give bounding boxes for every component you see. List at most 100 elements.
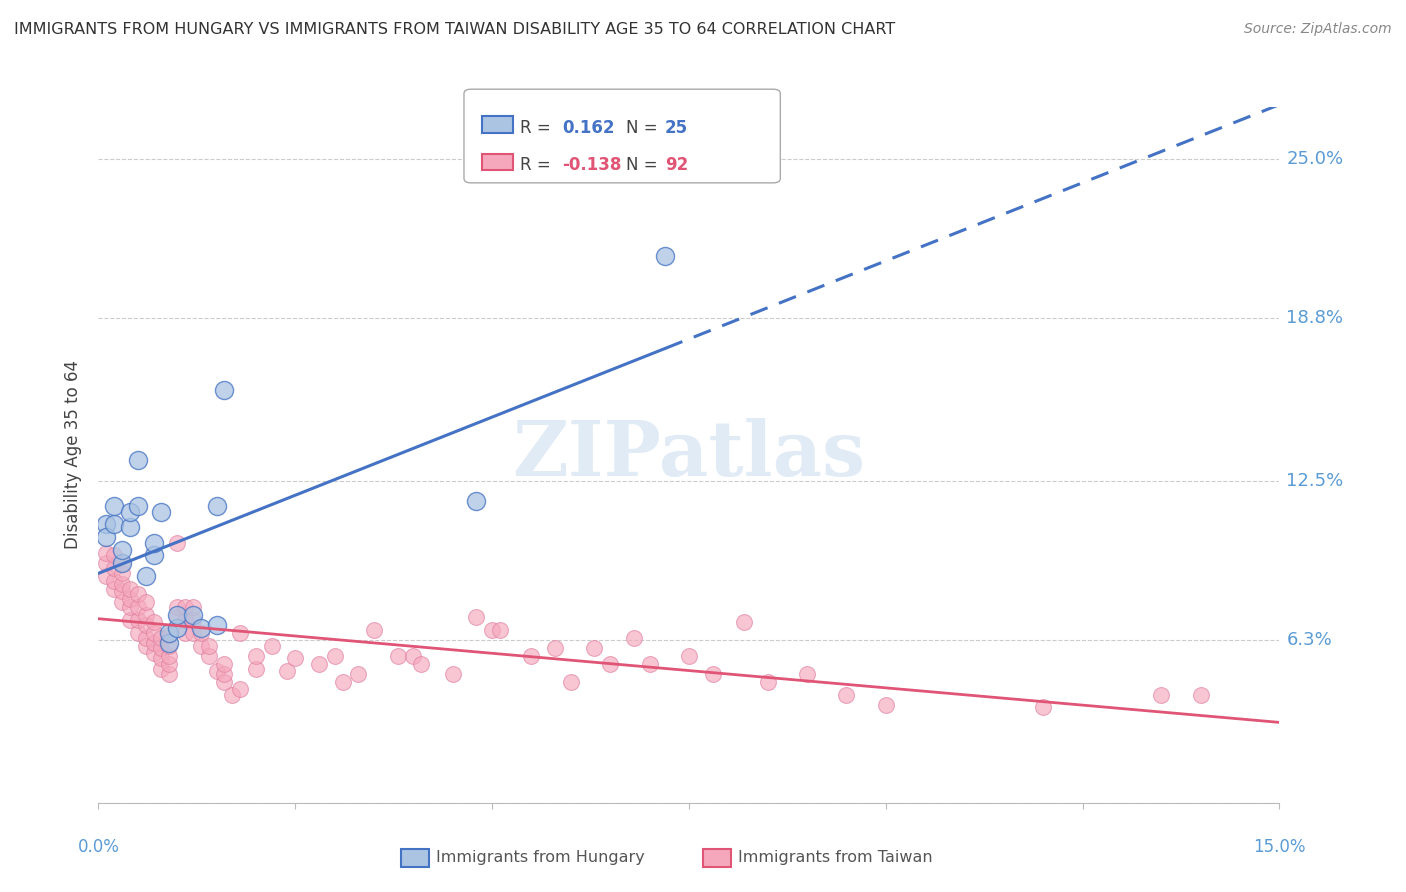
Point [197,648,219,663]
Point [363,623,385,637]
Point [103,517,125,532]
Point [205,618,228,632]
Point [96,546,118,560]
Point [142,549,165,563]
Point [174,625,197,640]
Text: 0.0%: 0.0% [77,838,120,856]
Point [118,520,141,534]
Point [733,615,755,630]
Point [796,667,818,681]
Text: 25.0%: 25.0% [1286,150,1344,168]
Point [347,667,370,681]
Point [583,641,606,656]
Point [127,453,149,467]
Point [111,566,134,581]
Point [441,667,464,681]
Point [181,599,204,614]
Point [481,623,503,637]
Point [835,688,858,702]
Point [103,500,125,514]
Point [103,549,125,563]
Point [135,595,157,609]
Text: 92: 92 [665,156,689,174]
Point [150,631,173,645]
Point [323,648,346,663]
Point [157,648,180,663]
Point [111,543,134,558]
Point [135,607,157,622]
Point [756,674,779,689]
Point [465,610,488,624]
Point [118,505,141,519]
Text: 15.0%: 15.0% [1253,838,1306,856]
Point [142,625,165,640]
Point [157,625,180,640]
Point [118,582,141,596]
Point [111,556,134,570]
Point [284,651,307,665]
Text: R =: R = [520,156,557,174]
Text: ZIPatlas: ZIPatlas [512,418,866,491]
Point [702,667,724,681]
Point [166,599,188,614]
Point [181,613,204,627]
Point [142,646,165,660]
Point [174,613,197,627]
Point [135,618,157,632]
Point [560,674,582,689]
Point [127,599,149,614]
Point [111,584,134,599]
Point [205,500,228,514]
Point [623,631,645,645]
Point [118,592,141,607]
Point [638,657,661,671]
Text: IMMIGRANTS FROM HUNGARY VS IMMIGRANTS FROM TAIWAN DISABILITY AGE 35 TO 64 CORREL: IMMIGRANTS FROM HUNGARY VS IMMIGRANTS FR… [14,22,896,37]
Point [544,641,567,656]
Text: N =: N = [626,156,662,174]
Point [197,639,219,653]
Point [387,648,409,663]
Point [190,625,212,640]
Point [96,569,118,583]
Point [245,648,267,663]
Point [103,561,125,575]
Point [599,657,621,671]
Point [402,648,425,663]
Point [127,625,149,640]
Point [245,662,267,676]
Point [174,599,197,614]
Point [332,674,354,689]
Point [411,657,433,671]
Point [190,621,212,635]
Text: N =: N = [626,119,662,136]
Point [181,607,204,622]
Point [96,517,118,532]
Point [214,384,236,398]
Point [489,623,512,637]
Point [142,636,165,650]
Point [157,667,180,681]
Text: 12.5%: 12.5% [1286,472,1344,490]
Point [135,631,157,645]
Point [678,648,700,663]
Point [1032,700,1054,714]
Point [1189,688,1212,702]
Text: Source: ZipAtlas.com: Source: ZipAtlas.com [1244,22,1392,37]
Point [229,625,252,640]
Point [150,651,173,665]
Text: 6.3%: 6.3% [1286,632,1333,649]
Point [103,582,125,596]
Point [96,530,118,544]
Point [190,639,212,653]
Point [214,657,236,671]
Point [127,500,149,514]
Point [181,625,204,640]
Point [465,494,488,508]
Text: Immigrants from Hungary: Immigrants from Hungary [436,850,644,864]
Point [214,667,236,681]
Point [1150,688,1173,702]
Point [103,574,125,589]
Point [150,505,173,519]
Point [157,636,180,650]
Point [135,569,157,583]
